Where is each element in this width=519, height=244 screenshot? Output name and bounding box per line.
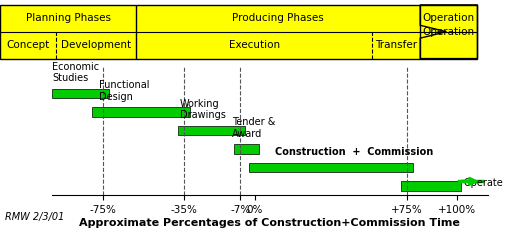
Text: Working
Drawings: Working Drawings [180,99,226,120]
Bar [420,5,477,32]
Polygon shape [420,5,477,59]
Text: Development: Development [61,40,131,50]
Text: Operation: Operation [423,27,475,37]
Text: Economic
Studies: Economic Studies [52,62,99,83]
Bar [235,144,259,154]
FancyBboxPatch shape [0,5,477,59]
Bar [401,181,461,191]
Text: Concept: Concept [7,40,50,50]
Text: Operate: Operate [463,178,503,188]
X-axis label: Approximate Percentages of Construction+Commission Time: Approximate Percentages of Construction+… [79,218,460,228]
Bar [373,32,420,59]
Text: Producing Phases: Producing Phases [233,13,324,23]
Bar [52,89,108,98]
Bar [92,107,190,117]
Bar [0,5,136,32]
Bar [0,32,57,59]
Bar [136,32,373,59]
Bar [249,163,413,172]
Text: Construction  +  Commission: Construction + Commission [275,147,433,157]
Text: Operation: Operation [423,13,475,23]
Text: Tender &
Award: Tender & Award [233,117,276,139]
Text: Functional
Design: Functional Design [99,80,149,102]
Bar [177,126,244,135]
Text: Transfer: Transfer [375,40,417,50]
Text: RMW 2/3/01: RMW 2/3/01 [5,212,64,222]
Bar [57,32,136,59]
Bar [136,5,420,32]
Text: Planning Phases: Planning Phases [25,13,111,23]
Text: Execution: Execution [229,40,280,50]
